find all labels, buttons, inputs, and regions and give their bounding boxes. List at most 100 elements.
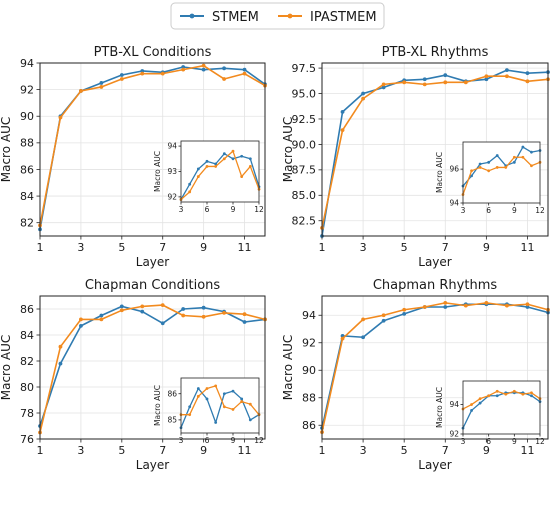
main-chart-ytick-label: 82 <box>20 217 34 230</box>
inset-chart-series-line-stmem <box>462 392 541 429</box>
inset-chart-point-ipastmem <box>530 391 533 395</box>
inset-chart-xtick-label: 9 <box>512 437 517 446</box>
inset-chart-point-stmem <box>470 174 473 178</box>
main-chart-xtick-label: 7 <box>159 241 166 254</box>
main-chart-point-ipastmem <box>58 115 63 120</box>
inset-chart-point-ipastmem <box>240 400 244 403</box>
main-chart-xlabel: Layer <box>418 255 452 269</box>
main-chart-point-stmem <box>402 311 407 316</box>
inset-chart-point-stmem <box>205 397 209 401</box>
inset-chart-xtick-label: 6 <box>205 205 210 214</box>
inset-chart-point-stmem <box>478 162 482 166</box>
inset-chart-ylabel: Macro AUC <box>435 152 444 193</box>
inset-chart-point-stmem <box>205 159 209 163</box>
inset-chart-point-ipastmem <box>512 389 516 393</box>
main-chart-xtick-label: 11 <box>520 444 534 457</box>
main-chart-series-line-ipastmem <box>321 75 549 229</box>
main-chart-point-stmem <box>99 81 104 85</box>
inset-chart-point-ipastmem <box>495 166 499 169</box>
inset-chart-point-ipastmem <box>240 175 244 178</box>
inset-chart-point-ipastmem <box>222 157 226 161</box>
main-chart-frame <box>39 62 266 237</box>
main-chart-title: Chapman Conditions <box>85 278 221 293</box>
inset-chart-point-stmem <box>231 389 235 393</box>
main-chart-ytick-label: 97.5 <box>292 62 317 75</box>
main-chart-ylabel: Macro AUC <box>0 117 13 183</box>
main-chart-point-ipastmem <box>79 317 83 322</box>
inset-chart-xtick-label: 9 <box>231 436 236 445</box>
main-chart-series-line-ipastmem <box>39 304 266 433</box>
inset-chart-ylabel: Macro AUC <box>435 387 444 428</box>
main-chart-point-ipastmem <box>242 71 247 76</box>
main-chart-point-ipastmem <box>140 304 145 309</box>
main-chart-ytick-label: 90.0 <box>292 138 317 151</box>
main-chart-ytick-label: 80 <box>20 381 34 394</box>
main-chart-xtick-label: 1 <box>37 444 44 457</box>
inset-chart-point-stmem <box>521 145 525 149</box>
main-chart-ytick-label: 84 <box>20 190 34 203</box>
inset-chart-ytick-label: 92 <box>449 430 459 439</box>
main-chart-point-ipastmem <box>181 313 186 318</box>
inset-chart-ytick-label: 86 <box>167 389 177 398</box>
inset-chart: 3 6 9 12 85 86 Macro AUC <box>153 377 264 445</box>
inset-chart: 3 6 9 12 94 96 Macro AUC <box>435 141 545 215</box>
main-chart-xtick-label: 3 <box>77 241 84 254</box>
main-chart-point-ipastmem <box>463 80 468 85</box>
main-chart-ytick-label: 86 <box>20 163 34 176</box>
inset-chart: 3 6 9 12 92 94 Macro AUC <box>435 380 545 446</box>
legend-marker-ipastmem <box>287 13 293 19</box>
inset-chart-series-line-ipastmem <box>462 390 541 410</box>
inset-chart-point-stmem <box>240 154 244 158</box>
main-chart-xtick-label: 3 <box>360 444 367 457</box>
inset-chart-point-stmem <box>222 152 226 156</box>
main-chart-point-ipastmem <box>422 305 427 309</box>
inset-chart-point-ipastmem <box>214 384 218 388</box>
inset-chart-xtick-label: 12 <box>254 205 264 214</box>
legend-label-stmem: STMEM <box>212 10 259 25</box>
main-chart-point-ipastmem <box>119 308 124 313</box>
inset-chart-point-stmem <box>248 157 252 161</box>
inset-chart-ytick-label: 96 <box>449 165 459 174</box>
inset-chart-xtick-label: 3 <box>179 205 184 214</box>
main-chart-xtick-label: 11 <box>520 241 534 254</box>
inset-chart-point-ipastmem <box>196 175 200 178</box>
main-chart-frame <box>321 62 549 237</box>
inset-chart-point-ipastmem <box>487 394 491 398</box>
main-chart-title: PTB-XL Rhythms <box>382 45 489 60</box>
inset-chart-point-stmem <box>196 387 200 390</box>
main-chart-ytick-label: 85.0 <box>292 189 317 202</box>
main-chart-frame <box>321 295 549 440</box>
inset-chart-point-stmem <box>196 167 200 171</box>
main-chart-point-ipastmem <box>340 128 345 133</box>
main-chart-point-ipastmem <box>242 312 247 317</box>
inset-chart-point-ipastmem <box>521 392 525 396</box>
inset-chart-series-line-stmem <box>180 387 260 429</box>
main-chart-point-stmem <box>201 305 206 310</box>
main-chart-point-ipastmem <box>160 303 165 307</box>
main-chart-point-ipastmem <box>381 82 386 87</box>
inset-chart-point-stmem <box>470 409 473 412</box>
main-chart-point-stmem <box>160 321 165 326</box>
main-chart-point-ipastmem <box>119 77 124 81</box>
main-chart-ylabel: Macro AUC <box>281 335 295 401</box>
main-chart-point-ipastmem <box>381 313 386 318</box>
inset-chart-point-ipastmem <box>512 155 516 159</box>
inset-chart-point-ipastmem <box>205 387 209 390</box>
inset-chart-xtick-label: 3 <box>179 436 184 445</box>
main-chart-point-ipastmem <box>201 314 206 319</box>
inset-chart-xtick-label: 3 <box>461 437 466 446</box>
main-chart-title: PTB-XL Conditions <box>94 45 212 60</box>
main-chart-point-ipastmem <box>201 63 206 68</box>
main-chart-xtick-label: 11 <box>238 241 252 254</box>
main-chart-ytick-label: 92.5 <box>292 113 317 126</box>
inset-chart-series-line-stmem <box>180 153 260 200</box>
main-chart-point-ipastmem <box>505 74 509 79</box>
main-chart-ytick-label: 94 <box>302 309 316 322</box>
main-chart-point-ipastmem <box>525 302 530 307</box>
inset-chart-ylabel: Macro AUC <box>153 385 162 426</box>
main-chart-point-stmem <box>340 109 345 114</box>
main-chart-point-stmem <box>525 305 530 309</box>
main-chart-point-ipastmem <box>99 317 104 322</box>
inset-chart-point-ipastmem <box>196 394 200 398</box>
